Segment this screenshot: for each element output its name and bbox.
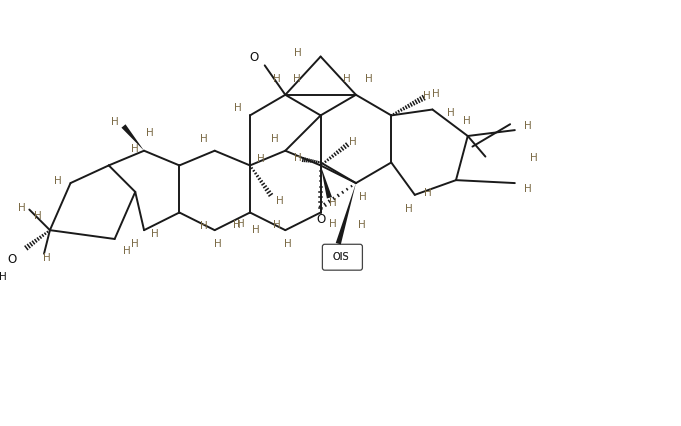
Text: H: H (423, 91, 430, 101)
Text: H: H (271, 133, 279, 144)
Text: H: H (294, 152, 302, 162)
Text: H: H (358, 220, 366, 230)
Text: OIS: OIS (333, 251, 349, 262)
Text: H: H (328, 219, 336, 229)
Text: H: H (294, 48, 302, 58)
Text: H: H (272, 220, 281, 230)
Text: H: H (328, 197, 336, 207)
Text: H: H (294, 74, 301, 84)
Text: H: H (530, 152, 537, 162)
Text: H: H (0, 271, 7, 282)
Text: H: H (524, 183, 532, 193)
Text: H: H (151, 229, 159, 239)
Text: H: H (214, 239, 221, 248)
Text: H: H (524, 121, 532, 131)
Text: H: H (200, 221, 208, 231)
Polygon shape (336, 184, 356, 245)
Text: H: H (462, 115, 471, 125)
Text: O: O (7, 252, 16, 265)
Text: H: H (18, 202, 26, 212)
Text: H: H (234, 102, 242, 112)
Text: H: H (131, 144, 139, 153)
Text: H: H (123, 245, 130, 255)
Text: H: H (54, 176, 61, 186)
Text: H: H (131, 239, 139, 248)
Text: H: H (252, 225, 259, 234)
Text: H: H (233, 220, 241, 230)
Text: H: H (200, 133, 208, 144)
Text: H: H (111, 117, 118, 127)
Text: H: H (285, 239, 292, 248)
Text: H: H (257, 154, 264, 164)
Text: H: H (237, 219, 245, 229)
Text: H: H (34, 211, 42, 221)
Text: H: H (349, 136, 357, 147)
FancyBboxPatch shape (322, 245, 362, 271)
Text: H: H (43, 252, 51, 262)
Text: H: H (343, 74, 351, 84)
Text: H: H (276, 195, 283, 205)
Text: H: H (447, 108, 455, 118)
Text: H: H (424, 187, 432, 197)
Text: H: H (365, 74, 373, 84)
Polygon shape (121, 125, 144, 151)
Text: OIS: OIS (333, 251, 349, 262)
Text: O: O (249, 51, 259, 64)
Text: H: H (405, 203, 413, 213)
Text: H: H (272, 74, 281, 84)
Polygon shape (321, 166, 332, 199)
Text: O: O (316, 213, 326, 225)
Text: H: H (146, 127, 154, 138)
Text: H: H (359, 192, 367, 201)
Text: H: H (432, 89, 439, 99)
